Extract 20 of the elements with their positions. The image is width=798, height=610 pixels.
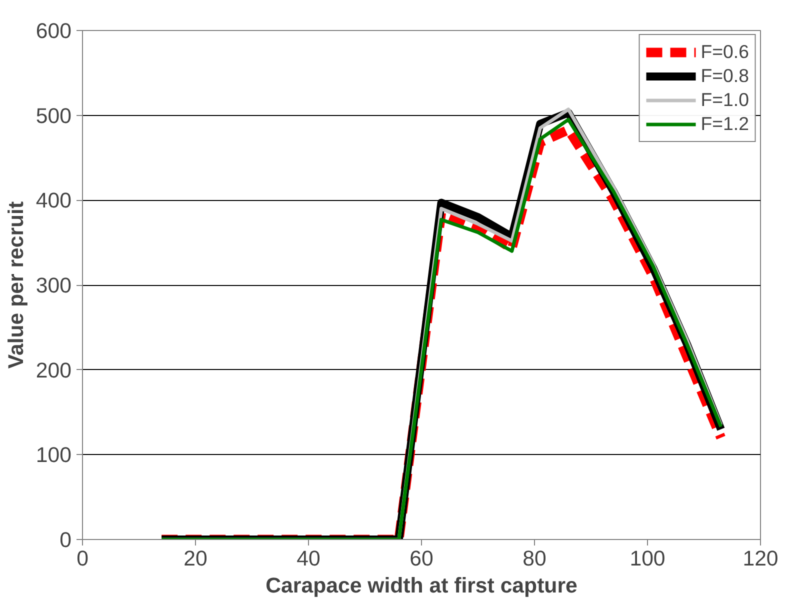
x-tick-label: 120: [742, 546, 778, 570]
x-tick-label: 20: [184, 546, 208, 570]
y-tick-label: 300: [36, 274, 72, 298]
y-tick-label: 600: [36, 19, 72, 43]
legend-label: F=0.8: [700, 65, 749, 87]
y-tick-label: 100: [36, 443, 72, 468]
x-tick-label: 40: [296, 546, 320, 570]
legend-label: F=0.6: [700, 41, 749, 63]
y-tick-label: 400: [36, 188, 72, 213]
y-axis-title: Value per recruit: [4, 201, 28, 369]
y-tick-label: 200: [36, 358, 72, 382]
x-tick-label: 80: [522, 546, 546, 570]
legend-label: F=1.2: [700, 113, 749, 135]
y-tick-label: 500: [36, 104, 72, 128]
x-axis-title: Carapace width at first capture: [266, 574, 578, 598]
legend-label: F=1.0: [700, 89, 749, 111]
x-tick-label: 60: [410, 546, 434, 570]
y-tick-label: 0: [60, 528, 72, 552]
x-tick-label: 0: [76, 546, 89, 570]
x-tick-label: 100: [630, 546, 666, 570]
